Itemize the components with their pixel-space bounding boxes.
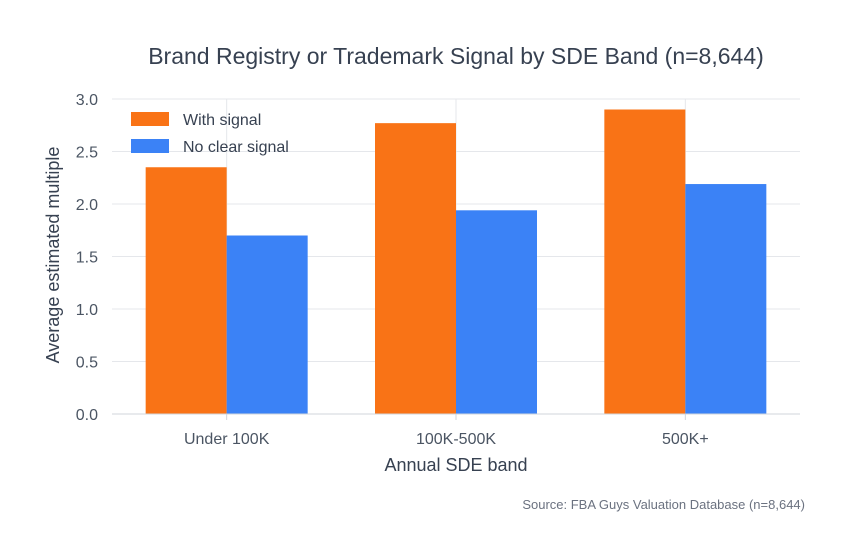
x-tick-labels: Under 100K 100K-500K 500K+ <box>184 431 709 448</box>
bar-with-signal-1 <box>375 123 456 415</box>
y-tick-labels: 0.0 0.5 1.0 1.5 2.0 2.5 3.0 <box>76 92 98 424</box>
x-tick-label: Under 100K <box>184 431 270 448</box>
bar-with-signal-0 <box>145 167 227 414</box>
source-note: Source: FBA Guys Valuation Database (n=8… <box>522 497 805 512</box>
x-axis-label: Annual SDE band <box>384 455 527 475</box>
y-tick-label: 2.0 <box>76 197 98 214</box>
x-tick-label: 500K+ <box>662 431 709 448</box>
y-tick-label: 0.5 <box>76 355 98 372</box>
y-axis-label: Average estimated multiple <box>43 147 63 364</box>
y-tick-label: 0.0 <box>76 407 98 424</box>
y-tick-label: 1.0 <box>76 302 98 319</box>
axes <box>112 413 800 420</box>
y-tick-label: 1.5 <box>76 250 98 267</box>
legend-swatch <box>131 112 169 126</box>
bar-no-clear-signal-0 <box>226 235 308 414</box>
bar-no-clear-signal-1 <box>456 210 537 414</box>
legend-label: No clear signal <box>183 139 289 156</box>
chart-title: Brand Registry or Trademark Signal by SD… <box>148 43 764 69</box>
legend-label: With signal <box>183 112 261 129</box>
bars <box>145 109 767 415</box>
y-tick-label: 3.0 <box>76 92 98 109</box>
bar-no-clear-signal-2 <box>685 184 767 414</box>
y-tick-label: 2.5 <box>76 145 98 162</box>
x-tick-label: 100K-500K <box>416 431 496 448</box>
legend-swatch <box>131 139 169 153</box>
bar-with-signal-2 <box>604 109 686 414</box>
legend: With signal No clear signal <box>131 112 289 156</box>
